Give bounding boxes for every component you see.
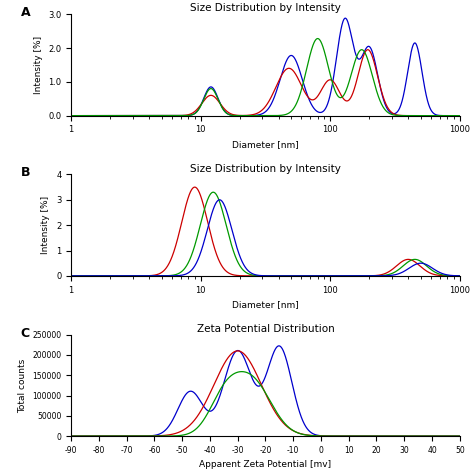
Y-axis label: Intensity [%]: Intensity [%] xyxy=(41,196,50,254)
Text: A: A xyxy=(20,6,30,19)
Title: Zeta Potential Distribution: Zeta Potential Distribution xyxy=(197,324,334,334)
Text: C: C xyxy=(20,327,30,339)
Title: Size Distribution by Intensity: Size Distribution by Intensity xyxy=(190,3,341,13)
Title: Size Distribution by Intensity: Size Distribution by Intensity xyxy=(190,164,341,173)
Y-axis label: Total counts: Total counts xyxy=(18,358,27,412)
Text: B: B xyxy=(20,166,30,179)
X-axis label: Diameter [nm]: Diameter [nm] xyxy=(232,140,299,149)
Y-axis label: Intensity [%]: Intensity [%] xyxy=(34,36,43,94)
X-axis label: Apparent Zeta Potential [mv]: Apparent Zeta Potential [mv] xyxy=(200,460,331,469)
X-axis label: Diameter [nm]: Diameter [nm] xyxy=(232,300,299,309)
